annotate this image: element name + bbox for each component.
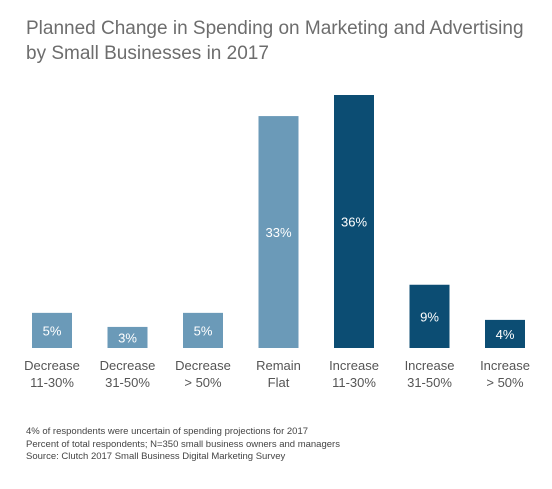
category-label-3-line-1: Flat — [268, 375, 290, 390]
chart-title-line-1: Planned Change in Spending on Marketing … — [26, 18, 524, 39]
category-label-6-line-0: Increase — [480, 358, 530, 373]
category-label-1-line-0: Decrease — [100, 358, 156, 373]
category-label-3-line-0: Remain — [256, 358, 301, 373]
note-source: Source: Clutch 2017 Small Business Digit… — [26, 451, 286, 462]
chart-title-line-2: by Small Businesses in 2017 — [26, 43, 269, 64]
category-label-5-line-0: Increase — [405, 358, 455, 373]
category-label-0-line-1: 11-30% — [30, 375, 74, 390]
bar-value-label-4: 36% — [341, 215, 367, 230]
chart-title: Planned Change in Spending on Marketing … — [26, 16, 536, 66]
note-uncertain: 4% of respondents were uncertain of spen… — [26, 426, 309, 437]
category-label-2-line-1: > 50% — [184, 375, 222, 390]
category-label-1-line-1: 31-50% — [105, 375, 150, 390]
bar-value-label-0: 5% — [43, 323, 62, 338]
bars-group: 5% 3% 5% 33% 36% 9% 4% — [32, 95, 525, 348]
bar-value-label-5: 9% — [420, 309, 439, 324]
category-label-2-line-0: Decrease — [175, 358, 231, 373]
bar-value-label-2: 5% — [194, 323, 213, 338]
bar-value-label-1: 3% — [118, 330, 137, 345]
bar-6 — [485, 319, 525, 348]
chart-notes: 4% of respondents were uncertain of spen… — [26, 426, 526, 464]
category-label-6-line-1: > 50% — [486, 375, 524, 390]
bar-value-label-3: 33% — [265, 225, 291, 240]
category-label-5-line-1: 31-50% — [407, 375, 452, 390]
bar-5 — [409, 284, 450, 348]
category-labels-group: Decrease 11-30% Decrease 31-50% Decrease > 50… — [24, 358, 530, 390]
note-respondents: Percent of total respondents; N=350 smal… — [26, 438, 340, 450]
bar-4 — [334, 95, 374, 348]
bar-3 — [258, 116, 299, 348]
category-label-0-line-0: Decrease — [24, 358, 80, 373]
category-label-4-line-0: Increase — [329, 358, 379, 373]
bar-value-label-6: 4% — [496, 327, 515, 342]
bar-0 — [32, 312, 72, 348]
bar-2 — [183, 312, 223, 348]
bar-1 — [107, 326, 148, 348]
category-label-4-line-1: 11-30% — [332, 375, 376, 390]
